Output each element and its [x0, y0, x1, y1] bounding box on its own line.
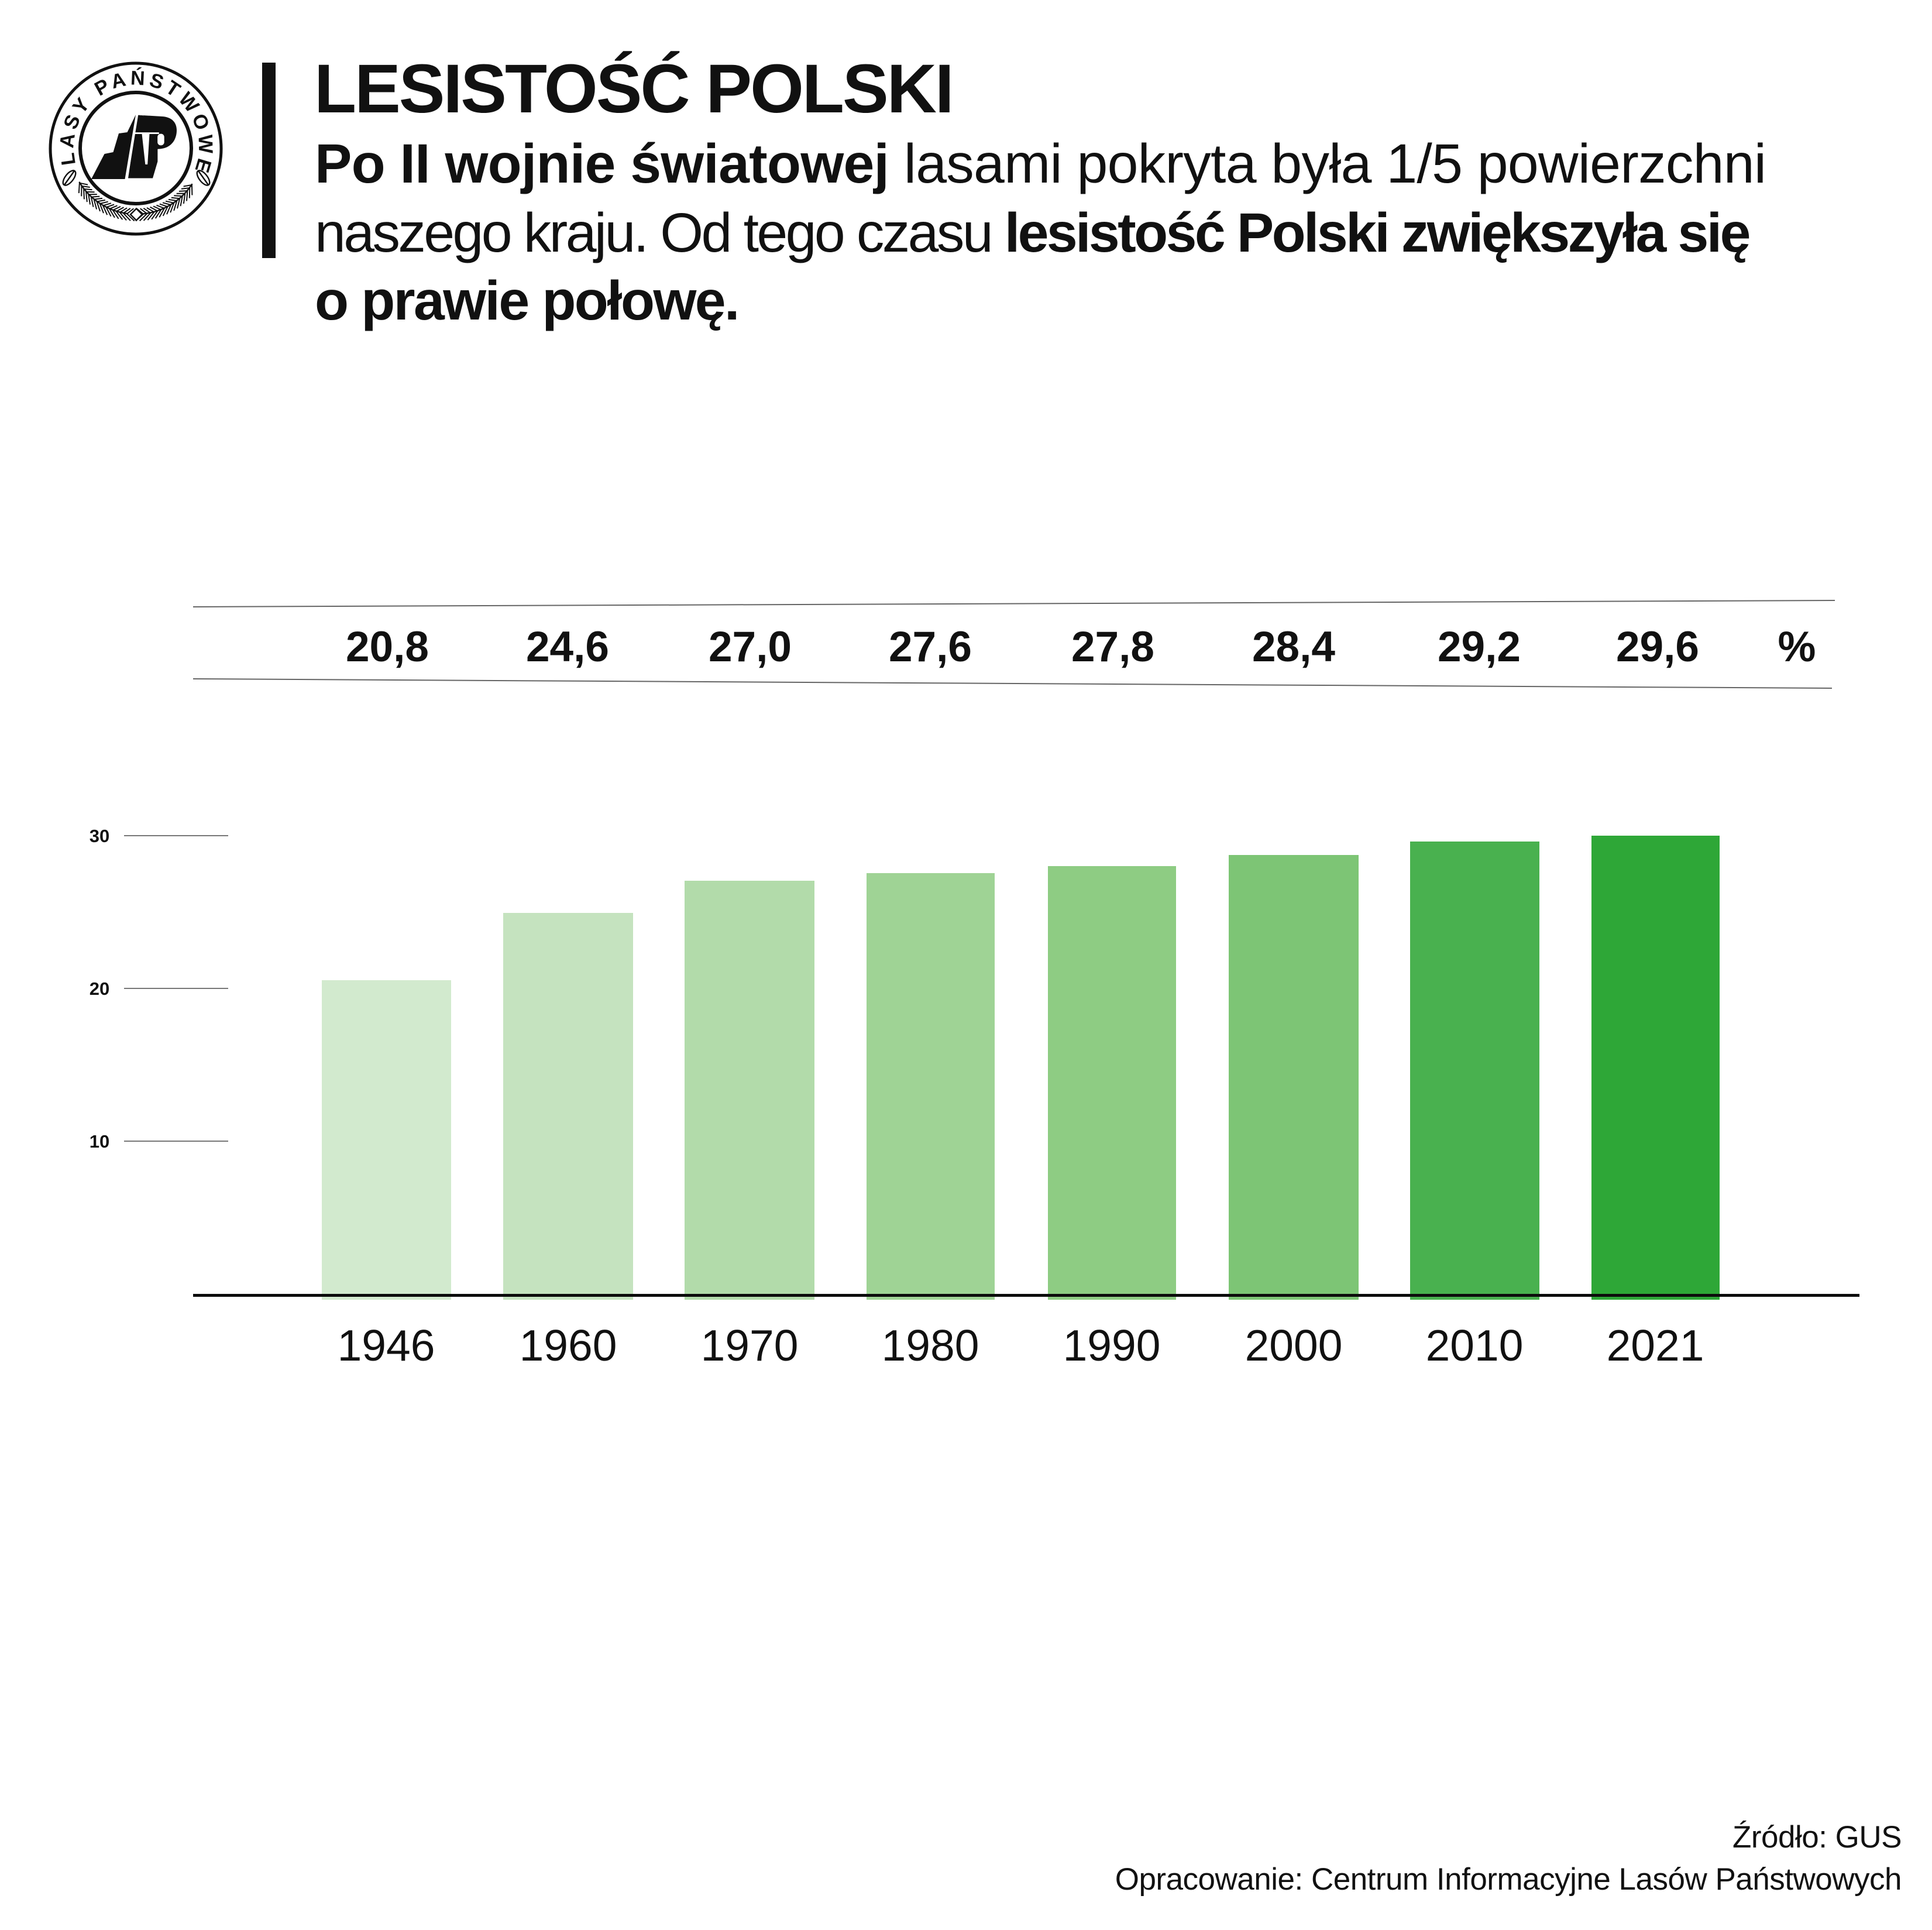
svg-text:28,4: 28,4 [1252, 623, 1335, 671]
svg-text:27,8: 27,8 [1071, 623, 1154, 671]
svg-text:o prawie połowę.: o prawie połowę. [315, 270, 738, 332]
svg-text:2000: 2000 [1245, 1321, 1343, 1370]
svg-text:naszego kraju. Od tego czasu l: naszego kraju. Od tego czasu lesistość P… [315, 202, 1749, 264]
svg-text:27,0: 27,0 [709, 623, 792, 671]
svg-text:1960: 1960 [520, 1321, 617, 1370]
svg-text:1980: 1980 [882, 1321, 979, 1370]
svg-text:24,6: 24,6 [526, 623, 609, 671]
svg-text:2021: 2021 [1607, 1321, 1704, 1370]
svg-text:20: 20 [90, 978, 109, 999]
svg-text:Po II wojnie światowej lasami: Po II wojnie światowej lasami pokryta by… [315, 133, 1766, 195]
svg-text:29,6: 29,6 [1616, 623, 1699, 671]
svg-text:Źródło: GUS: Źródło: GUS [1732, 1820, 1902, 1855]
svg-text:27,6: 27,6 [889, 623, 972, 671]
svg-text:1990: 1990 [1063, 1321, 1161, 1370]
svg-text:%: % [1778, 623, 1816, 671]
svg-text:LESISTOŚĆ POLSKI: LESISTOŚĆ POLSKI [314, 50, 953, 128]
svg-text:20,8: 20,8 [346, 623, 429, 671]
svg-text:1946: 1946 [338, 1321, 435, 1370]
svg-text:2010: 2010 [1426, 1321, 1524, 1370]
svg-text:29,2: 29,2 [1438, 623, 1521, 671]
svg-text:1970: 1970 [701, 1321, 799, 1370]
svg-text:30: 30 [90, 826, 109, 846]
svg-text:10: 10 [90, 1131, 109, 1152]
svg-text:Opracowanie: Centrum Informacy: Opracowanie: Centrum Informacyjne Lasów … [1115, 1862, 1902, 1897]
